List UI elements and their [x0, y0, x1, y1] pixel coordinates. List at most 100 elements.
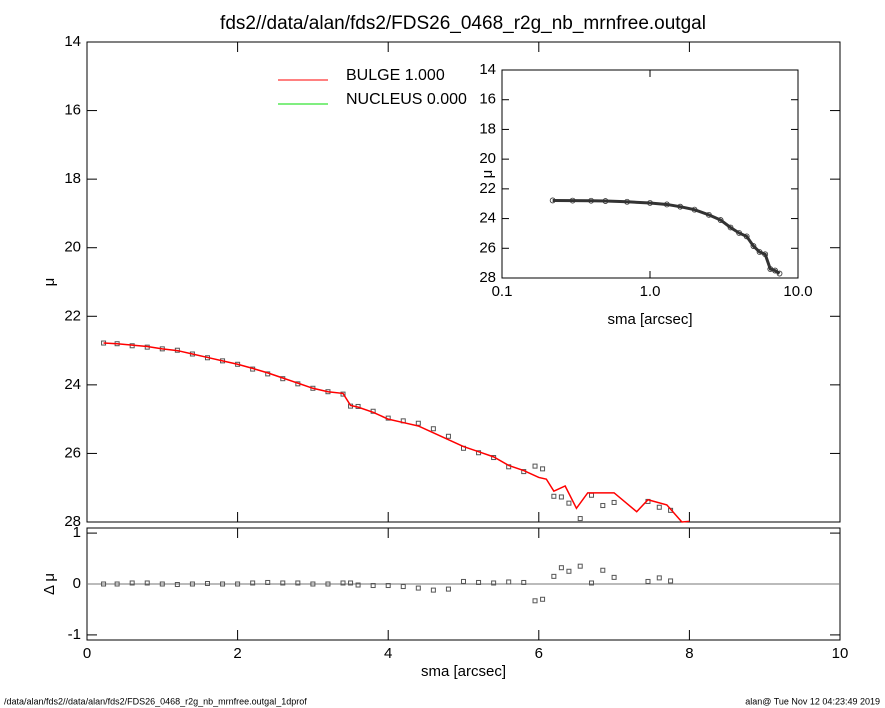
legend-label: NUCLEUS 0.000 — [346, 91, 467, 108]
data-point — [551, 573, 557, 579]
y-tick-label: 28 — [64, 513, 81, 530]
data-point — [445, 586, 451, 592]
data-point — [370, 583, 376, 589]
data-point — [668, 578, 674, 584]
y-tick-label: 24 — [64, 376, 81, 393]
data-point — [656, 575, 662, 581]
y-tick-label: 14 — [479, 61, 496, 78]
x-tick-label: 1.0 — [640, 283, 661, 300]
y-tick-label: 1 — [73, 524, 81, 541]
data-point — [400, 584, 406, 590]
x-tick-label: 6 — [535, 645, 543, 662]
data-point — [461, 578, 466, 584]
data-point — [600, 503, 606, 509]
data-point — [521, 579, 527, 585]
x-tick-label: 10 — [832, 645, 849, 662]
data-point — [532, 598, 538, 604]
data-point — [717, 217, 724, 223]
data-point — [569, 197, 576, 204]
x-axis-label: sma [arcsec] — [607, 311, 692, 328]
data-point — [549, 197, 556, 204]
data-point — [189, 581, 195, 587]
data-point — [656, 504, 662, 510]
data-point — [624, 198, 630, 205]
y-tick-label: -1 — [68, 626, 81, 643]
data-point — [532, 463, 538, 469]
data-point — [295, 580, 301, 586]
data-point — [756, 249, 763, 255]
model-line — [103, 342, 690, 523]
data-point — [144, 580, 150, 586]
data-point — [430, 426, 436, 432]
y-axis-label: μ — [41, 278, 58, 287]
y-tick-label: 24 — [479, 210, 496, 227]
data-point — [743, 233, 750, 240]
footer-left: /data/alan/fds2//data/alan/fds2/FDS26_04… — [4, 696, 307, 706]
y-axis-label: Δ μ — [41, 573, 58, 595]
x-tick-label: 10.0 — [783, 283, 812, 300]
data-point — [340, 580, 346, 586]
data-point — [159, 581, 165, 587]
data-point — [600, 567, 606, 573]
data-point — [558, 494, 564, 500]
data-point — [750, 243, 757, 249]
data-point — [677, 203, 684, 210]
y-tick-label: 16 — [64, 102, 81, 119]
footer-right: alan@ Tue Nov 12 04:23:49 2019 — [745, 696, 880, 706]
y-tick-label: 18 — [64, 170, 81, 187]
legend-label: BULGE 1.000 — [346, 67, 445, 84]
data-point — [611, 574, 617, 580]
data-point — [101, 581, 107, 587]
y-tick-label: 26 — [64, 444, 81, 461]
data-point — [540, 596, 546, 602]
data-point — [776, 270, 783, 277]
data-point — [691, 206, 698, 213]
data-point — [445, 433, 451, 439]
data-point — [762, 251, 769, 258]
data-point — [602, 198, 609, 204]
data-point — [204, 580, 210, 586]
y-tick-label: 18 — [479, 120, 496, 137]
data-point — [476, 579, 482, 585]
data-point — [310, 581, 316, 587]
y-tick-label: 20 — [64, 239, 81, 256]
data-point — [340, 391, 346, 397]
data-point — [506, 579, 512, 585]
data-point — [566, 568, 572, 574]
y-tick-label: 0 — [73, 575, 81, 592]
data-point — [663, 201, 670, 208]
data-point — [589, 580, 595, 586]
data-point — [647, 200, 653, 206]
data-point — [430, 587, 436, 593]
data-point — [265, 579, 271, 585]
data-point — [280, 580, 286, 586]
data-point — [705, 211, 712, 218]
data-point — [325, 581, 331, 587]
data-point — [220, 581, 226, 587]
y-tick-label: 16 — [479, 91, 496, 108]
x-axis-label: sma [arcsec] — [421, 663, 506, 680]
data-point — [114, 581, 120, 587]
x-tick-label: 0.1 — [492, 283, 513, 300]
data-point — [772, 267, 778, 274]
y-tick-label: 22 — [64, 307, 81, 324]
chart-title: fds2//data/alan/fds2/FDS26_0468_r2g_nb_m… — [220, 13, 706, 34]
data-point — [491, 580, 497, 586]
data-point — [588, 197, 595, 204]
data-point — [611, 499, 617, 505]
data-point — [385, 583, 391, 589]
y-tick-label: 28 — [479, 269, 496, 286]
data-point — [250, 580, 256, 586]
x-tick-label: 2 — [233, 645, 241, 662]
data-point — [645, 578, 651, 584]
data-point — [129, 580, 135, 586]
data-point — [558, 565, 564, 571]
data-point — [736, 230, 743, 236]
profile-line — [552, 198, 781, 275]
data-point — [235, 581, 241, 587]
x-tick-label: 8 — [685, 645, 693, 662]
data-point — [415, 585, 421, 591]
y-tick-label: 20 — [479, 150, 496, 167]
